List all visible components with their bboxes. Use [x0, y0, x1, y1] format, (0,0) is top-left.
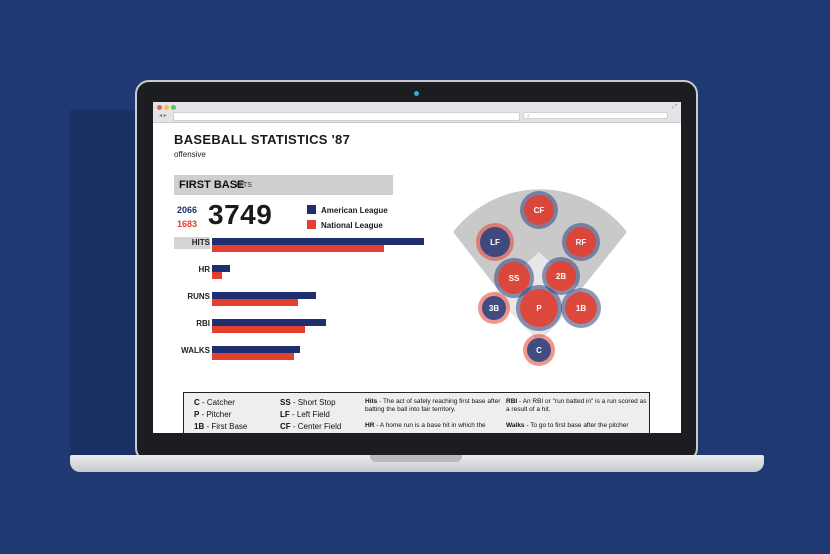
position-marker-2b[interactable]: [546, 261, 576, 291]
position-label-c: C: [536, 346, 542, 355]
position-label-lf: LF: [490, 238, 500, 247]
glossary-entry-rbi: RBI - An RBI or "run batted in" is a run…: [506, 398, 647, 413]
page-title: BASEBALL STATISTICS '87: [174, 132, 351, 147]
position-label-1b: 1B: [576, 304, 586, 313]
position-marker-ss[interactable]: [498, 262, 530, 294]
national-legend-label: National League: [321, 221, 383, 230]
maximize-dot-icon[interactable]: [171, 105, 176, 110]
bar-national-walks[interactable]: [212, 353, 294, 360]
glossary-entry-walks: Walks - To go to first base after the pi…: [506, 422, 629, 429]
position-marker-rf[interactable]: [566, 227, 596, 257]
glossary-entry-hr: HR - A home run is a base hit in which t…: [365, 422, 486, 429]
glossary-entry-1b: 1B - First Base: [194, 422, 248, 431]
american-total: 2066: [177, 205, 198, 215]
position-label-rf: RF: [576, 238, 587, 247]
national-total: 1683: [177, 219, 198, 229]
american-legend-label: American League: [321, 206, 388, 215]
position-marker-lf[interactable]: [480, 227, 510, 257]
laptop-notch: [370, 455, 462, 462]
position-marker-c[interactable]: [527, 338, 551, 362]
minimize-dot-icon[interactable]: [164, 105, 169, 110]
glossary-entry-lf: LF - Left Field: [280, 410, 330, 419]
glossary-entry-p: P - Pitcher: [194, 410, 232, 419]
fullscreen-icon[interactable]: ⤢: [672, 104, 677, 110]
category-label-hr: HR: [198, 265, 210, 274]
glossary-entry-cf: CF - Center Field: [280, 422, 342, 431]
glossary-entry-c: C - Catcher: [194, 398, 235, 407]
section-position: FIRST BASE: [179, 179, 245, 191]
bar-american-hr[interactable]: [212, 265, 231, 272]
back-forward-icon[interactable]: ◂ ▸: [159, 113, 167, 119]
category-label-runs: RUNS: [187, 292, 210, 301]
section-header: FIRST BASE HITS: [174, 175, 393, 195]
position-label-2b: 2B: [556, 272, 566, 281]
close-dot-icon[interactable]: [157, 105, 162, 110]
bar-american-runs[interactable]: [212, 292, 316, 299]
position-label-ss: SS: [509, 274, 520, 283]
position-label-p: P: [536, 304, 542, 313]
search-input[interactable]: ⌕: [523, 112, 668, 119]
position-label-3b: 3B: [489, 304, 499, 313]
combined-total: 3749: [208, 199, 273, 230]
section-stat: HITS: [236, 182, 252, 189]
glossary-entry-hits: Hits - The act of safely reaching first …: [365, 398, 501, 413]
category-label-hits: HITS: [191, 238, 210, 247]
bar-american-rbi[interactable]: [212, 319, 327, 326]
laptop-screen: ◂ ▸ ⌕ ⤢ BASEBALL STATISTICS '87 offensiv…: [153, 102, 681, 433]
bar-national-hits[interactable]: [212, 245, 385, 252]
active-category-highlight: [174, 237, 210, 249]
bar-national-runs[interactable]: [212, 299, 299, 306]
baseball-field: CF LF RF SS 2B 3B P 1B C: [453, 189, 627, 366]
national-legend-swatch: [307, 220, 316, 229]
camera-icon: [414, 91, 419, 96]
glossary-entry-ss: SS - Short Stop: [280, 398, 336, 407]
url-bar[interactable]: [173, 112, 520, 121]
position-marker-3b[interactable]: [482, 296, 506, 320]
position-marker-cf[interactable]: [524, 195, 554, 225]
bar-american-hits[interactable]: [212, 238, 424, 245]
position-marker-p[interactable]: [520, 289, 558, 327]
american-legend-swatch: [307, 205, 316, 214]
category-label-rbi: RBI: [196, 319, 210, 328]
bar-national-rbi[interactable]: [212, 326, 305, 333]
position-label-cf: CF: [534, 206, 545, 215]
laptop-base: [70, 455, 764, 472]
page-subtitle: offensive: [174, 150, 206, 159]
bar-national-hr[interactable]: [212, 272, 223, 279]
glossary-box: C - Catcher P - Pitcher 1B - First Base SS …: [183, 392, 650, 433]
browser-chrome: ◂ ▸ ⌕ ⤢: [153, 102, 681, 123]
bar-american-walks[interactable]: [212, 346, 300, 353]
position-marker-1b[interactable]: [565, 292, 597, 324]
category-label-walks: WALKS: [181, 346, 210, 355]
